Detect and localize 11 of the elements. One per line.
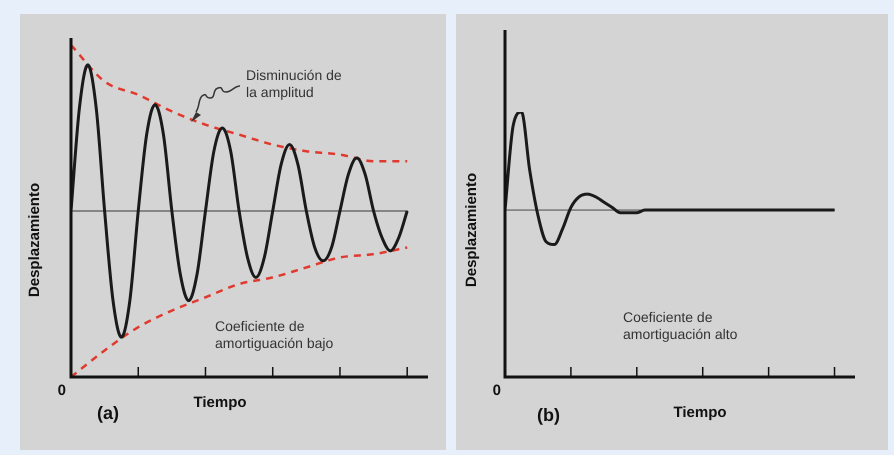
x-axis-title: Tiempo — [193, 394, 247, 412]
text: 0 — [492, 382, 501, 400]
y-axis-title: Desplazamiento — [26, 182, 44, 298]
y-axis-title: Desplazamiento — [463, 172, 480, 288]
text: (b) — [537, 404, 560, 425]
annotation: Coeficiente de amortiguación bajo — [215, 318, 334, 351]
text: (a) — [97, 402, 120, 423]
annotation: Coeficiente de amortiguación alto — [623, 308, 738, 342]
text: 0 — [58, 382, 66, 400]
annotation: Disminución de la amplitud — [246, 66, 342, 100]
x-axis-title: Tiempo — [673, 404, 727, 422]
